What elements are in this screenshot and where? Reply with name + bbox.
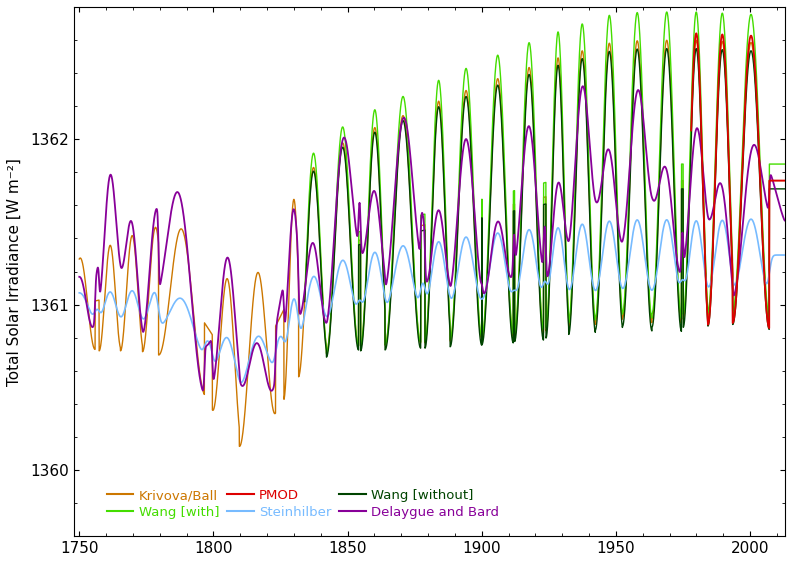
- Y-axis label: Total Solar Irradiance [W m⁻²]: Total Solar Irradiance [W m⁻²]: [7, 158, 22, 386]
- Legend: Krivova/Ball, Wang [with], PMOD, Steinhilber, Wang [without], Delaygue and Bard: Krivova/Ball, Wang [with], PMOD, Steinhi…: [102, 484, 504, 524]
